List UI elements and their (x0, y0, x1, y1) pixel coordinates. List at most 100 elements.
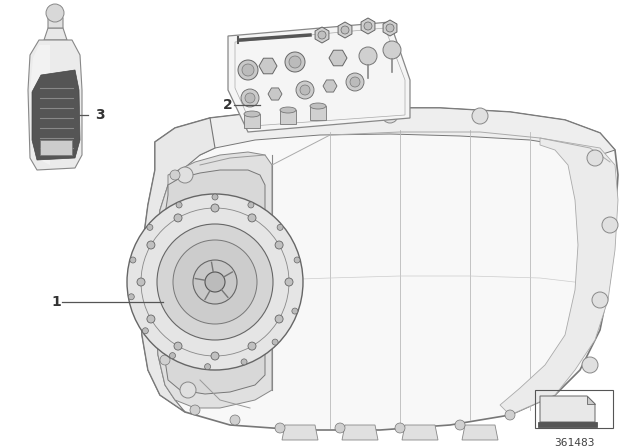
Circle shape (127, 194, 303, 370)
Circle shape (46, 4, 64, 22)
Circle shape (147, 224, 153, 230)
Polygon shape (587, 396, 595, 404)
Polygon shape (342, 425, 378, 440)
Polygon shape (540, 396, 595, 422)
Circle shape (587, 150, 603, 166)
Text: 2: 2 (223, 98, 233, 112)
Polygon shape (44, 28, 67, 40)
Circle shape (277, 224, 283, 230)
Polygon shape (140, 118, 215, 412)
Circle shape (335, 423, 345, 433)
Circle shape (505, 410, 515, 420)
Circle shape (275, 241, 283, 249)
Circle shape (602, 217, 618, 233)
Circle shape (285, 278, 293, 286)
Circle shape (170, 353, 175, 358)
Circle shape (272, 339, 278, 345)
Polygon shape (338, 22, 352, 38)
Circle shape (130, 257, 136, 263)
Circle shape (241, 359, 247, 365)
Circle shape (212, 194, 218, 200)
Circle shape (285, 52, 305, 72)
Circle shape (193, 260, 237, 304)
Polygon shape (315, 27, 329, 43)
Circle shape (455, 420, 465, 430)
Polygon shape (329, 50, 347, 66)
Circle shape (341, 26, 349, 34)
Circle shape (248, 342, 256, 350)
Circle shape (248, 202, 254, 208)
Circle shape (472, 108, 488, 124)
Polygon shape (162, 170, 265, 394)
Circle shape (205, 364, 211, 370)
Bar (535, 390, 613, 428)
Polygon shape (30, 45, 50, 165)
Circle shape (205, 272, 225, 292)
Circle shape (170, 170, 180, 180)
Polygon shape (48, 15, 63, 28)
Circle shape (241, 89, 259, 107)
Polygon shape (280, 110, 296, 124)
Polygon shape (268, 88, 282, 100)
Circle shape (359, 47, 377, 65)
Circle shape (128, 294, 134, 300)
Polygon shape (462, 425, 498, 440)
Circle shape (174, 342, 182, 350)
Polygon shape (282, 425, 318, 440)
Polygon shape (383, 20, 397, 36)
Polygon shape (538, 422, 597, 427)
Circle shape (292, 308, 298, 314)
Circle shape (395, 423, 405, 433)
Text: 361483: 361483 (554, 438, 595, 448)
Circle shape (364, 22, 372, 30)
Circle shape (174, 214, 182, 222)
Circle shape (180, 382, 196, 398)
Circle shape (211, 352, 219, 360)
Circle shape (289, 56, 301, 68)
Circle shape (238, 60, 258, 80)
Circle shape (176, 202, 182, 208)
Circle shape (592, 292, 608, 308)
Circle shape (248, 214, 256, 222)
Circle shape (147, 241, 155, 249)
Polygon shape (155, 152, 272, 408)
Circle shape (300, 85, 310, 95)
Polygon shape (140, 108, 618, 430)
Polygon shape (259, 58, 277, 74)
Circle shape (173, 240, 257, 324)
Circle shape (157, 315, 167, 325)
Circle shape (155, 255, 165, 265)
Circle shape (160, 355, 170, 365)
Circle shape (164, 272, 180, 288)
Polygon shape (28, 40, 82, 170)
Polygon shape (228, 22, 410, 132)
Circle shape (350, 77, 360, 87)
Circle shape (158, 215, 168, 225)
Polygon shape (244, 114, 260, 128)
Ellipse shape (280, 107, 296, 113)
Polygon shape (32, 70, 80, 160)
Polygon shape (323, 80, 337, 92)
Ellipse shape (310, 103, 326, 109)
Polygon shape (40, 140, 72, 155)
Circle shape (275, 315, 283, 323)
Circle shape (137, 278, 145, 286)
Polygon shape (361, 18, 375, 34)
Circle shape (190, 405, 200, 415)
Circle shape (294, 257, 300, 263)
Polygon shape (200, 108, 615, 155)
Polygon shape (310, 106, 326, 120)
Text: 3: 3 (95, 108, 105, 122)
Circle shape (245, 93, 255, 103)
Ellipse shape (244, 111, 260, 117)
Circle shape (275, 423, 285, 433)
Circle shape (230, 415, 240, 425)
Circle shape (382, 107, 398, 123)
Circle shape (242, 64, 254, 76)
Circle shape (211, 204, 219, 212)
Polygon shape (402, 425, 438, 440)
Circle shape (296, 81, 314, 99)
Circle shape (142, 328, 148, 334)
Circle shape (386, 24, 394, 32)
Text: 1: 1 (51, 295, 61, 309)
